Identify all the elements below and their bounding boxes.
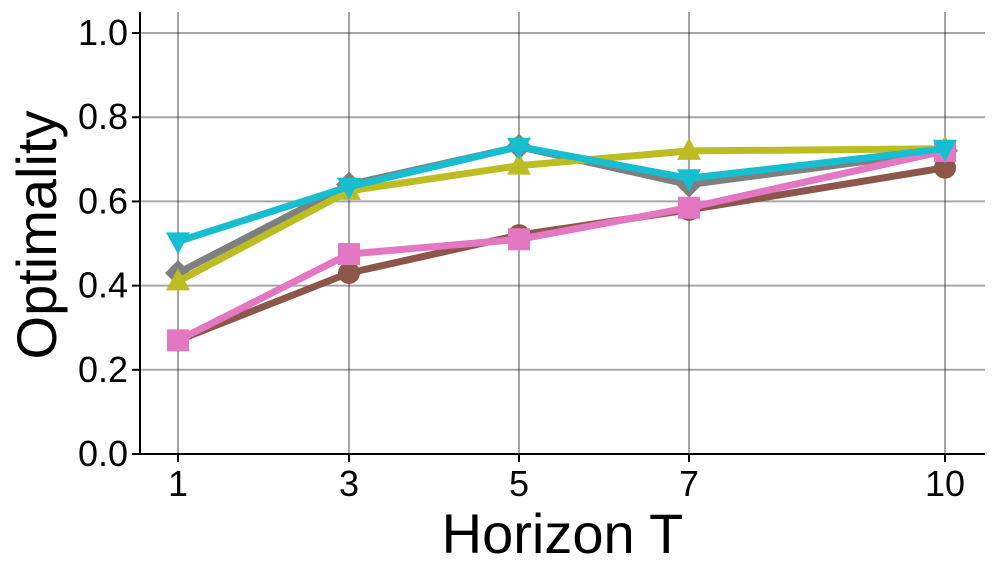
data-point-triangle-up — [166, 268, 190, 291]
x-tick-label: 10 — [925, 463, 965, 504]
series-line — [174, 147, 949, 344]
data-point-square — [508, 228, 530, 251]
axes — [132, 12, 985, 462]
data-point-square — [678, 196, 700, 219]
data-point-circle — [338, 261, 360, 284]
data-point-triangle-up — [677, 137, 701, 160]
data-point-triangle-down — [933, 139, 957, 162]
data-point-triangle-down — [166, 232, 190, 255]
data-point-triangle-down — [677, 169, 701, 192]
x-axis-label: Horizon T — [442, 502, 684, 565]
series-line — [174, 143, 949, 277]
y-tick-label: 0.6 — [78, 180, 128, 221]
series-4 — [166, 137, 957, 255]
data-point-triangle-down — [337, 177, 361, 200]
x-tick-label: 7 — [679, 463, 699, 504]
y-tick-label: 0.0 — [78, 433, 128, 474]
x-tick-label: 3 — [339, 463, 359, 504]
series — [165, 133, 958, 352]
y-axis-label: Optimality — [5, 111, 68, 360]
series-0 — [167, 156, 956, 352]
y-tick-label: 1.0 — [78, 12, 128, 53]
series-line — [174, 164, 949, 344]
series-3 — [167, 139, 956, 352]
data-point-triangle-down — [507, 137, 531, 160]
data-point-square — [167, 329, 189, 352]
y-tick-label: 0.8 — [78, 96, 128, 137]
x-tick-label: 5 — [509, 463, 529, 504]
data-point-circle — [934, 156, 956, 179]
x-tick-label: 1 — [168, 463, 188, 504]
tick-labels: 0.0 0.2 0.4 0.6 0.8 1.0 1 3 5 7 10 — [78, 12, 965, 504]
data-point-triangle-up — [507, 152, 531, 175]
y-tick-label: 0.2 — [78, 349, 128, 390]
data-point-square — [338, 243, 360, 266]
y-tick-label: 0.4 — [78, 265, 128, 306]
